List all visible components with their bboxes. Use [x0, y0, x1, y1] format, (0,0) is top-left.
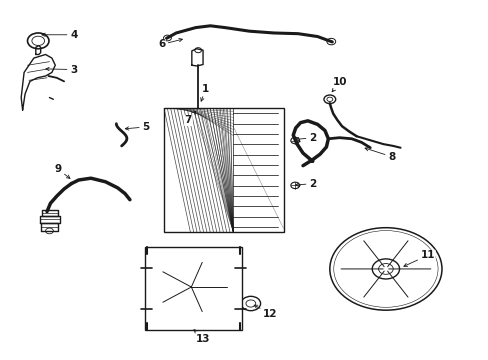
Bar [144, 247, 242, 330]
Text: 11: 11 [403, 250, 434, 266]
Text: 2: 2 [295, 179, 316, 189]
Text: 5: 5 [125, 122, 149, 132]
Text: 12: 12 [254, 305, 277, 319]
Text: 10: 10 [331, 77, 346, 92]
Text: 3: 3 [46, 64, 77, 75]
Text: 4: 4 [42, 30, 78, 40]
Text: 8: 8 [365, 148, 395, 162]
Text: 13: 13 [194, 330, 210, 344]
Text: 2: 2 [295, 133, 316, 143]
Text: 9: 9 [55, 164, 70, 179]
Text: 7: 7 [184, 111, 196, 126]
Bar [163, 108, 283, 232]
Text: 1: 1 [201, 84, 209, 101]
Text: 6: 6 [158, 39, 182, 49]
